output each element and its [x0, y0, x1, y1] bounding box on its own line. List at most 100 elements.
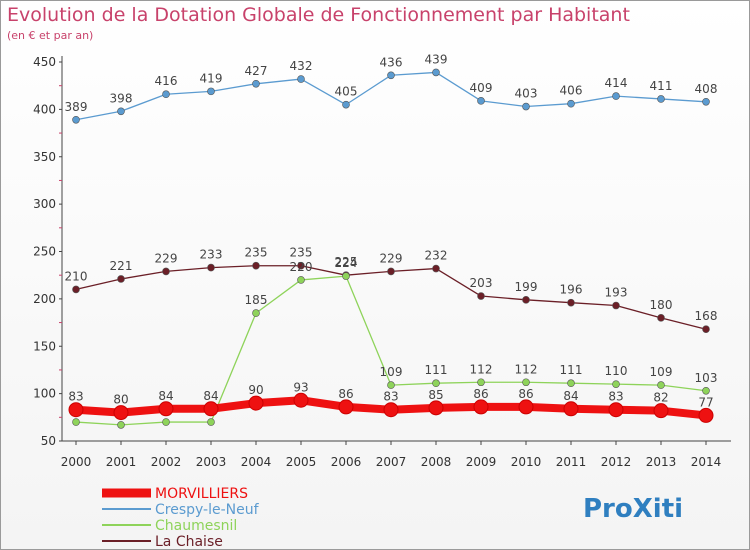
data-label-morvilliers-2002: 84 — [158, 389, 173, 403]
labels-layer: 389 398 416 419 427 432 405 436 439 409 403 406 414 4… — [65, 52, 718, 409]
data-label-chaumesnil-2004: 185 — [245, 293, 268, 307]
data-label-chaumesnil-2007: 109 — [380, 365, 403, 379]
data-label-chaumesnil-2010: 112 — [515, 362, 538, 376]
data-label-crespy-le-neuf-2013: 411 — [650, 79, 673, 93]
point-la-chaise-2003 — [207, 263, 215, 272]
series-layer — [68, 68, 714, 429]
point-morvilliers-2012 — [608, 402, 624, 418]
proxiti-logo: ProXiti — [583, 494, 683, 524]
x-tick-label-2009: 2009 — [466, 455, 497, 469]
data-label-la-chaise-2011: 196 — [560, 283, 583, 297]
data-label-chaumesnil-2009: 112 — [470, 362, 493, 376]
data-label-morvilliers-2004: 90 — [248, 383, 263, 397]
point-la-chaise-2004 — [252, 261, 260, 270]
point-crespy-le-neuf-2005 — [297, 75, 305, 83]
point-la-chaise-2008 — [432, 264, 440, 273]
data-label-chaumesnil-2012: 110 — [605, 364, 628, 378]
point-la-chaise-2010 — [522, 296, 530, 304]
x-tick-label-2011: 2011 — [556, 455, 587, 469]
point-crespy-le-neuf-2009 — [477, 97, 485, 105]
data-label-chaumesnil-2013: 109 — [650, 365, 673, 379]
legend-label-la-chaise: La Chaise — [155, 534, 223, 549]
point-crespy-le-neuf-2012 — [612, 92, 620, 100]
point-morvilliers-2006 — [338, 399, 354, 415]
data-label-la-chaise-2009: 203 — [470, 276, 493, 290]
data-label-crespy-le-neuf-2000: 389 — [65, 100, 88, 114]
point-la-chaise-2005 — [297, 261, 305, 270]
point-chaumesnil-2008 — [432, 379, 440, 388]
logo-text: ProXiti — [583, 494, 683, 524]
point-la-chaise-2000 — [72, 285, 80, 294]
point-chaumesnil-2007 — [387, 381, 395, 389]
data-label-chaumesnil-2006: 224 — [335, 256, 358, 270]
y-tick-label-350: 350 — [33, 150, 56, 164]
x-tick-label-2000: 2000 — [61, 455, 92, 469]
point-chaumesnil-2013 — [657, 381, 665, 389]
point-morvilliers-2005 — [293, 392, 309, 408]
point-la-chaise-2009 — [477, 292, 485, 300]
point-crespy-le-neuf-2002 — [162, 90, 170, 99]
point-la-chaise-2012 — [612, 301, 620, 310]
data-label-morvilliers-2008: 85 — [428, 388, 443, 402]
point-crespy-le-neuf-2003 — [207, 87, 215, 96]
point-crespy-le-neuf-2011 — [567, 99, 575, 108]
data-label-morvilliers-2006: 86 — [338, 387, 353, 401]
point-chaumesnil-2010 — [522, 378, 530, 387]
data-label-la-chaise-2005: 235 — [290, 246, 313, 260]
point-chaumesnil-2011 — [567, 379, 575, 388]
point-crespy-le-neuf-2006 — [342, 100, 350, 109]
point-morvilliers-2001 — [113, 405, 129, 421]
x-tick-label-2008: 2008 — [421, 455, 452, 469]
y-tick-label-200: 200 — [33, 292, 56, 306]
data-label-morvilliers-2011: 84 — [563, 389, 578, 403]
data-label-crespy-le-neuf-2008: 439 — [425, 52, 448, 66]
y-tick-label-300: 300 — [33, 197, 56, 211]
point-morvilliers-2008 — [428, 400, 444, 416]
point-la-chaise-2014 — [702, 325, 710, 333]
x-tick-label-2001: 2001 — [106, 455, 137, 469]
data-label-morvilliers-2003: 84 — [203, 389, 218, 403]
series-chaumesnil — [72, 272, 710, 429]
data-label-crespy-le-neuf-2006: 405 — [335, 85, 358, 99]
data-label-crespy-le-neuf-2009: 409 — [470, 81, 493, 95]
x-tick-label-2012: 2012 — [601, 455, 632, 469]
legend-label-chaumesnil: Chaumesnil — [155, 518, 237, 534]
point-la-chaise-2013 — [657, 314, 665, 322]
series-crespy-le-neuf — [72, 68, 710, 124]
data-label-crespy-le-neuf-2004: 427 — [245, 64, 268, 78]
x-tick-label-2005: 2005 — [286, 455, 317, 469]
data-label-morvilliers-2000: 83 — [68, 390, 83, 404]
point-morvilliers-2010 — [518, 399, 534, 415]
point-chaumesnil-2000 — [72, 418, 80, 426]
point-crespy-le-neuf-2007 — [387, 71, 395, 80]
y-tick-label-450: 450 — [33, 55, 56, 69]
point-chaumesnil-2006 — [342, 272, 350, 280]
x-tick-label-2002: 2002 — [151, 455, 182, 469]
data-label-morvilliers-2005: 93 — [293, 380, 308, 394]
point-crespy-le-neuf-2004 — [252, 79, 260, 88]
data-label-la-chaise-2013: 180 — [650, 298, 673, 312]
data-label-morvilliers-2007: 83 — [383, 390, 398, 404]
chart-title: Evolution de la Dotation Globale de Fonc… — [7, 4, 630, 26]
point-chaumesnil-2001 — [117, 421, 125, 429]
legend-label-morvilliers: MORVILLIERS — [155, 486, 248, 502]
data-label-la-chaise-2002: 229 — [155, 251, 178, 265]
data-label-la-chaise-2006: 225 — [335, 255, 358, 269]
point-crespy-le-neuf-2010 — [522, 102, 530, 111]
point-chaumesnil-2002 — [162, 418, 170, 426]
data-label-la-chaise-2003: 233 — [200, 248, 223, 262]
data-label-crespy-le-neuf-2011: 406 — [560, 84, 583, 98]
data-label-la-chaise-2014: 168 — [695, 309, 718, 323]
data-label-chaumesnil-2011: 111 — [560, 363, 583, 377]
data-label-crespy-le-neuf-2002: 416 — [155, 74, 178, 88]
data-label-crespy-le-neuf-2012: 414 — [605, 76, 628, 90]
point-la-chaise-2002 — [162, 267, 170, 276]
point-chaumesnil-2009 — [477, 378, 485, 387]
x-tick-label-2006: 2006 — [331, 455, 362, 469]
point-morvilliers-2014 — [698, 407, 714, 423]
data-label-crespy-le-neuf-2007: 436 — [380, 55, 403, 69]
point-morvilliers-2002 — [158, 401, 174, 417]
chart-subtitle: (en € et par an) — [7, 29, 94, 42]
point-morvilliers-2000 — [68, 402, 84, 418]
